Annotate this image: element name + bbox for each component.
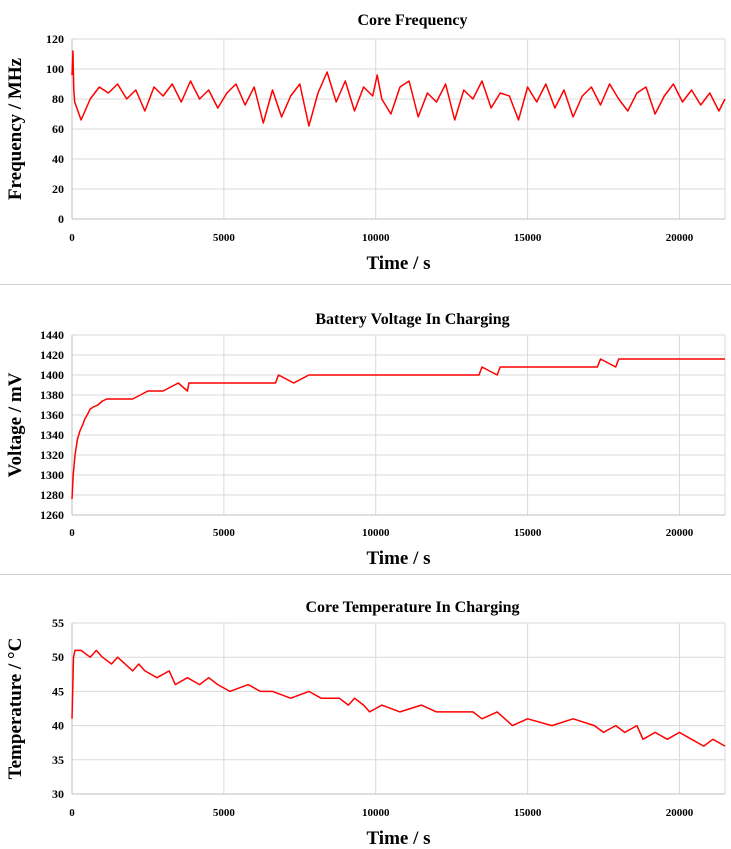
- series-line: [71, 50, 726, 127]
- x-tick-label: 5000: [213, 527, 236, 539]
- y-axis-label: Temperature / °C: [5, 638, 26, 780]
- x-tick-label: 0: [69, 807, 75, 819]
- x-tick-label: 10000: [362, 232, 390, 244]
- y-tick-label: 1300: [40, 468, 64, 482]
- y-tick-label: 100: [46, 62, 64, 76]
- x-tick-label: 5000: [213, 807, 236, 819]
- core-frequency-chart: Core Frequency 0 20 40 60 80 100 120 0 5000 10000 1…: [5, 12, 726, 274]
- y-tick-label: 1280: [40, 488, 64, 502]
- x-tick-label: 20000: [666, 527, 694, 539]
- x-axis-label: Time / s: [366, 828, 430, 849]
- y-tick-label: 1260: [40, 508, 64, 522]
- x-tick-label: 0: [69, 527, 75, 539]
- y-tick-label: 1340: [40, 428, 64, 442]
- chart-title: Core Temperature In Charging: [305, 599, 519, 616]
- x-tick-label: 15000: [514, 232, 542, 244]
- x-tick-label: 10000: [362, 527, 390, 539]
- y-tick-label: 40: [52, 152, 64, 166]
- x-tick-label: 15000: [514, 527, 542, 539]
- x-tick-label: 5000: [213, 232, 236, 244]
- core-temperature-panel: Core Temperature In Charging 30 35 40 45 50 55…: [0, 575, 731, 849]
- y-tick-label: 1380: [40, 388, 64, 402]
- battery-voltage-panel: Battery Voltage In Charging 1260 1280 1300 1…: [0, 285, 731, 573]
- x-axis-label: Time / s: [366, 548, 430, 569]
- y-tick-label: 120: [46, 32, 64, 46]
- y-axis-label: Frequency / MHz: [5, 57, 26, 200]
- core-temperature-chart: Core Temperature In Charging 30 35 40 45 50 55…: [5, 599, 726, 849]
- y-tick-label: 0: [58, 212, 64, 226]
- y-tick-label: 35: [52, 753, 64, 767]
- chart-title: Core Frequency: [357, 12, 467, 29]
- series-line: [71, 649, 726, 747]
- x-tick-label: 0: [69, 232, 75, 244]
- y-tick-label: 1440: [40, 328, 64, 342]
- x-axis-label: Time / s: [366, 253, 430, 274]
- x-tick-label: 10000: [362, 807, 390, 819]
- x-tick-label: 15000: [514, 807, 542, 819]
- y-tick-label: 20: [52, 182, 64, 196]
- y-tick-label: 80: [52, 92, 64, 106]
- series-line: [71, 358, 725, 500]
- y-axis-label: Voltage / mV: [5, 372, 26, 477]
- core-frequency-panel: Core Frequency 0 20 40 60 80 100 120 0 5000 10000 1…: [0, 0, 731, 283]
- battery-voltage-chart: Battery Voltage In Charging 1260 1280 1300 1…: [5, 311, 726, 569]
- y-tick-label: 1400: [40, 368, 64, 382]
- y-tick-label: 30: [52, 787, 64, 801]
- panel-divider: [0, 284, 731, 285]
- y-tick-label: 50: [52, 650, 64, 664]
- x-tick-label: 20000: [666, 232, 694, 244]
- y-tick-label: 60: [52, 122, 64, 136]
- chart-title: Battery Voltage In Charging: [315, 311, 509, 328]
- y-tick-label: 1320: [40, 448, 64, 462]
- y-tick-label: 1360: [40, 408, 64, 422]
- y-tick-label: 40: [52, 719, 64, 733]
- panel-divider: [0, 574, 731, 575]
- y-tick-label: 55: [52, 616, 64, 630]
- y-tick-label: 1420: [40, 348, 64, 362]
- x-tick-label: 20000: [666, 807, 694, 819]
- y-tick-label: 45: [52, 684, 64, 698]
